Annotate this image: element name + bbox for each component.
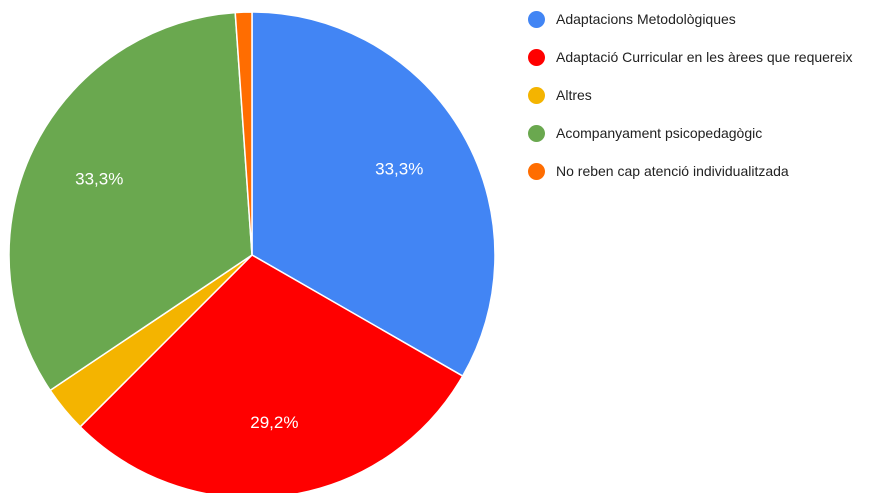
legend-label: No reben cap atenció individualitzada <box>556 163 789 179</box>
legend-item: Altres <box>528 87 878 104</box>
legend-item: Adaptacions Metodològiques <box>528 11 878 28</box>
legend-swatch <box>528 87 545 104</box>
legend: Adaptacions Metodològiques Adaptació Curr… <box>528 11 878 202</box>
legend-swatch <box>528 11 545 28</box>
legend-item: Acompanyament psicopedagògic <box>528 125 878 142</box>
legend-label: Adaptació Curricular en les àrees que re… <box>556 49 853 65</box>
legend-label: Acompanyament psicopedagògic <box>556 125 763 141</box>
slice-label: 33,3% <box>375 159 423 178</box>
legend-item: Adaptació Curricular en les àrees que re… <box>528 49 878 66</box>
legend-label: Altres <box>556 87 592 103</box>
legend-swatch <box>528 49 545 66</box>
pie-slice <box>251 11 496 378</box>
legend-swatch <box>528 163 545 180</box>
pie-slice <box>8 11 253 392</box>
legend-item: No reben cap atenció individualitzada <box>528 163 878 180</box>
legend-label: Adaptacions Metodològiques <box>556 11 736 27</box>
pie-slice <box>79 254 464 493</box>
slice-label: 29,2% <box>250 413 298 432</box>
chart: 33,3% 29,2% 33,3% <box>8 11 496 493</box>
slice-label: 33,3% <box>75 170 123 189</box>
legend-swatch <box>528 125 545 142</box>
pie-slice <box>234 11 253 256</box>
